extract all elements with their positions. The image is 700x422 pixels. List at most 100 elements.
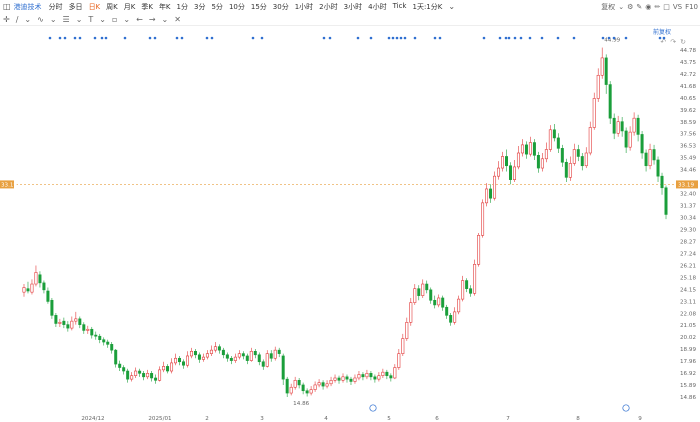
trend-tool-icon[interactable]: ∿ bbox=[37, 14, 44, 24]
candle-body bbox=[122, 367, 126, 372]
f10-label[interactable]: F10 bbox=[685, 2, 698, 11]
tab-timeframe[interactable]: 3分 bbox=[194, 2, 206, 11]
tab-timeframe[interactable]: 15分 bbox=[250, 2, 267, 11]
redo-icon[interactable]: → bbox=[148, 14, 156, 24]
compare-label[interactable]: VS bbox=[672, 2, 683, 11]
y-tick-label: 29.30 bbox=[680, 228, 696, 234]
tab-timeframe[interactable]: 30分 bbox=[272, 2, 289, 11]
candle-body bbox=[616, 121, 620, 134]
event-marker-dot bbox=[205, 36, 209, 40]
candle-body bbox=[205, 353, 209, 358]
stock-name[interactable]: 港迪技术 bbox=[13, 2, 42, 11]
event-marker-dot bbox=[528, 36, 532, 40]
tab-timeframe[interactable]: 日K bbox=[88, 2, 101, 11]
event-marker-dot bbox=[658, 36, 662, 40]
chevron-down-icon[interactable]: ⌄ bbox=[24, 14, 32, 24]
candle-body bbox=[257, 354, 261, 363]
candle-body bbox=[66, 324, 70, 329]
candle-body bbox=[556, 137, 560, 149]
event-marker-dot bbox=[175, 36, 179, 40]
candle-body bbox=[337, 377, 341, 381]
tab-timeframe[interactable]: 3小时 bbox=[343, 2, 363, 11]
chevron-down-icon[interactable]: ⌄ bbox=[618, 2, 625, 11]
candle-body bbox=[281, 355, 285, 380]
undo-icon[interactable]: ↶ bbox=[660, 38, 667, 46]
draw-icon[interactable]: ✎ bbox=[636, 2, 643, 11]
tab-timeframe[interactable]: 年K bbox=[158, 2, 171, 11]
event-marker-dot bbox=[73, 36, 77, 40]
chevron-down-icon[interactable]: ⌄ bbox=[123, 14, 131, 24]
candle-body bbox=[421, 283, 425, 296]
candle-body bbox=[86, 328, 90, 331]
tab-timeframe[interactable]: 月K bbox=[123, 2, 136, 11]
current-price-right-label: 33.19 bbox=[678, 182, 694, 188]
candle-body bbox=[512, 166, 516, 180]
chevron-down-icon[interactable]: ⌄ bbox=[75, 14, 83, 24]
event-marker-dot bbox=[662, 36, 666, 40]
x-tick-label: 8 bbox=[576, 416, 580, 422]
candle-body bbox=[477, 235, 481, 265]
fullscreen-icon[interactable]: □ bbox=[663, 2, 670, 11]
candle-body bbox=[508, 165, 512, 180]
settings-icon[interactable]: ⚙ bbox=[627, 2, 634, 11]
tab-timeframe[interactable]: Tick bbox=[392, 1, 407, 10]
x-tick-label: 9 bbox=[638, 416, 642, 422]
undo-icon[interactable]: ← bbox=[136, 14, 143, 24]
event-marker-dot bbox=[123, 36, 127, 40]
candle-body bbox=[150, 373, 154, 379]
chevron-down-icon[interactable]: ⌄ bbox=[99, 14, 106, 24]
tab-timeframe[interactable]: 5分 bbox=[211, 2, 223, 11]
event-marker-dot bbox=[100, 36, 104, 40]
candle-body bbox=[644, 152, 648, 167]
tab-timeframe[interactable]: 4小时 bbox=[368, 2, 387, 11]
tab-timeframe[interactable]: 季K bbox=[141, 2, 153, 11]
event-marker-dot bbox=[519, 36, 523, 40]
tab-timeframe[interactable]: 多日 bbox=[68, 2, 83, 11]
adjust-tag[interactable]: 前复权 bbox=[653, 29, 672, 36]
shape-tool-icon[interactable]: ▫ bbox=[111, 14, 118, 24]
event-marker-dot bbox=[403, 36, 407, 40]
tab-timeframe[interactable]: 周K bbox=[106, 2, 118, 11]
event-marker-dot bbox=[413, 36, 417, 40]
y-tick-label: 36.53 bbox=[680, 144, 696, 150]
candle-body bbox=[26, 288, 30, 292]
event-marker-dot bbox=[260, 36, 264, 40]
adjust-label[interactable]: 复权 bbox=[601, 2, 616, 11]
text-tool-icon[interactable]: T bbox=[88, 14, 94, 24]
y-tick-label: 41.68 bbox=[680, 84, 696, 90]
candle-body bbox=[640, 134, 644, 154]
chevron-down-icon[interactable]: ⌄ bbox=[161, 14, 169, 24]
chevron-down-icon[interactable]: ⌄ bbox=[448, 2, 456, 11]
redo-icon[interactable]: ↷ bbox=[670, 38, 677, 46]
tab-timeframe[interactable]: 2小时 bbox=[319, 2, 338, 11]
edit-icon[interactable]: ✏ bbox=[654, 2, 661, 11]
event-badge-icon bbox=[369, 404, 377, 412]
sidebar-toggle-icon[interactable]: ◫ bbox=[3, 2, 11, 11]
camera-icon[interactable]: ◉ bbox=[645, 2, 652, 11]
event-marker-dot bbox=[556, 36, 560, 40]
line-tool-icon[interactable]: ∕ bbox=[15, 14, 19, 24]
event-marker-dot bbox=[210, 36, 214, 40]
y-tick-label: 22.08 bbox=[680, 311, 696, 317]
candle-body bbox=[174, 357, 178, 364]
reset-icon[interactable]: ↻ bbox=[680, 38, 686, 46]
candle-body bbox=[405, 322, 409, 339]
candle-body bbox=[166, 366, 170, 372]
tab-timeframe[interactable]: 1分 bbox=[176, 2, 188, 11]
fib-tool-icon[interactable]: ☰ bbox=[62, 14, 70, 24]
y-tick-label: 26.21 bbox=[680, 263, 696, 269]
candle-body bbox=[221, 349, 225, 356]
candle-body bbox=[473, 264, 477, 294]
candle-body bbox=[313, 384, 317, 390]
candlestick-chart[interactable]: 44.78 43.75 42.72 41.68 40.65 39.62 38.59 37.56… bbox=[0, 25, 700, 422]
tab-timeframe[interactable]: 分时 bbox=[48, 2, 63, 11]
crosshair-icon[interactable]: ✛ bbox=[3, 14, 10, 24]
delete-icon[interactable]: ✕ bbox=[174, 14, 181, 24]
right-controls: 复权 ⌄ ⚙ ✎ ◉ ✏ □ VS F10 bbox=[601, 0, 698, 13]
tab-timeframe[interactable]: 10分 bbox=[228, 2, 245, 11]
tab-timeframe[interactable]: 1小时 bbox=[294, 2, 314, 11]
candle-body bbox=[660, 175, 664, 189]
tab-timeframe[interactable]: 1天:1分K bbox=[412, 2, 443, 11]
chevron-down-icon[interactable]: ⌄ bbox=[49, 14, 57, 24]
candle-body bbox=[170, 362, 174, 372]
